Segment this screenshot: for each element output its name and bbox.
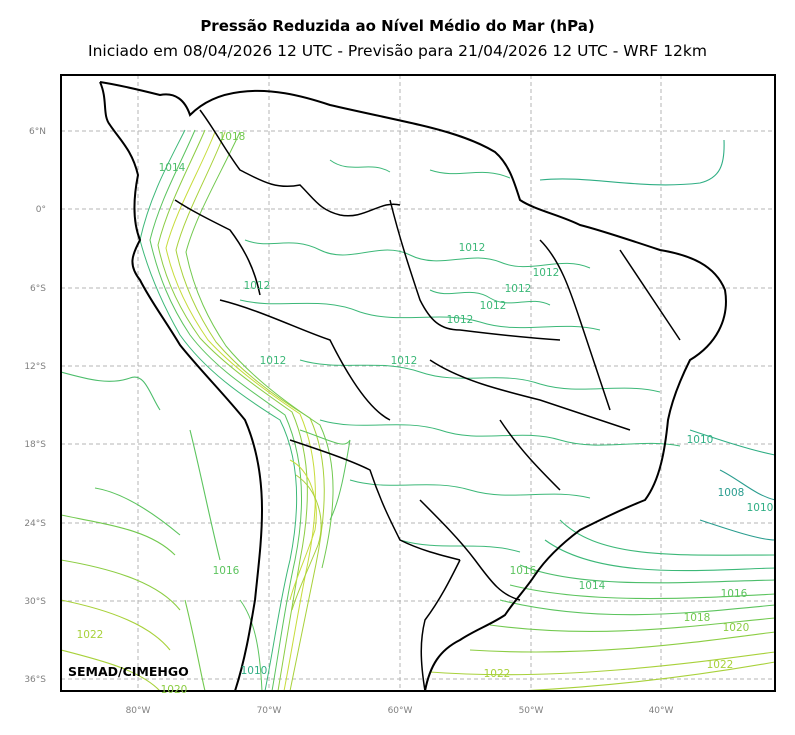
contour-label: 1012 [391,355,418,367]
contour-label: 1022 [707,659,734,671]
lat-tick-label: 6°S [30,284,46,294]
atlantic-isobars [429,139,775,691]
continental-isobars [239,159,681,553]
contour-label: 1010 [241,665,268,677]
map-area [61,75,775,691]
lat-tick-label: 36°S [24,675,46,685]
contour-label: 1012 [447,314,474,326]
andes-contours [139,129,351,691]
contour-label: 1022 [484,668,511,680]
lat-tick-labels: 6°N 0° 6°S 12°S 18°S 24°S 30°S 36°S [24,127,46,685]
contour-label: 1014 [159,162,186,174]
lat-tick-label: 30°S [24,597,46,607]
contour-label: 1018 [219,131,246,143]
lat-tick-label: 24°S [24,519,46,529]
lat-tick-label: 18°S [24,440,46,450]
contour-label: 1012 [480,300,507,312]
contour-label: 1010 [747,502,774,514]
lon-tick-label: 60°W [388,706,413,716]
lon-tick-labels: 80°W 70°W 60°W 50°W 40°W [126,706,674,716]
lat-tick-label: 0° [36,205,46,215]
lat-tick-label: 12°S [24,362,46,372]
contour-label: 1020 [723,622,750,634]
pacific-isobars [61,371,221,691]
contour-label: 1012 [244,280,271,292]
contour-label: 1016 [213,565,240,577]
lon-tick-label: 80°W [126,706,151,716]
chart-subtitle: Iniciado em 08/04/2026 12 UTC - Previsão… [88,42,707,60]
contour-label: 1012 [459,242,486,254]
lon-tick-label: 70°W [257,706,282,716]
contour-label: 1022 [77,629,104,641]
coastline [99,81,727,691]
contour-label: 1008 [718,487,745,499]
credit-label: SEMAD/CIMEHGO [68,664,189,679]
lon-tick-label: 40°W [649,706,674,716]
contour-label: 1010 [687,434,714,446]
political-borders [174,109,681,691]
contour-label: 1020 [161,684,188,696]
contour-labels: 1012 1012 1012 1012 1012 1012 1012 1012 … [77,131,774,696]
lon-tick-label: 50°W [519,706,544,716]
contour-label: 1012 [533,267,560,279]
contour-label: 1012 [505,283,532,295]
map-frame [60,74,776,692]
contour-label: 1018 [684,612,711,624]
contour-label: 1016 [510,565,537,577]
lat-tick-label: 6°N [29,127,46,137]
contour-label: 1016 [721,588,748,600]
chart-title: Pressão Reduzida ao Nível Médio do Mar (… [200,17,595,35]
contour-label: 1014 [579,580,606,592]
contour-label: 1012 [260,355,287,367]
